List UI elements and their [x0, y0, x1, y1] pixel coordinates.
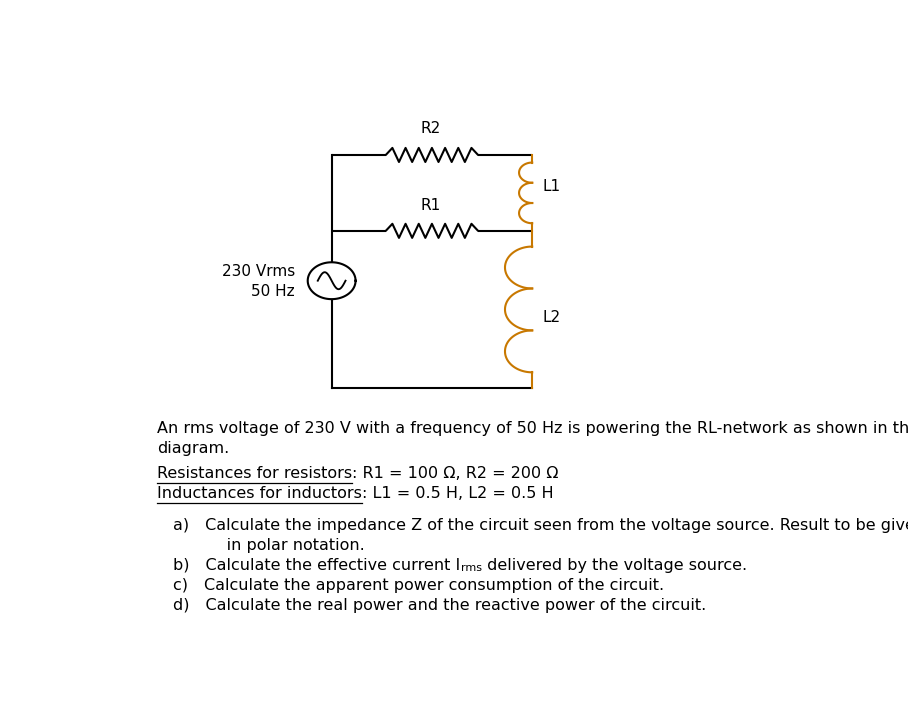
Text: 50 Hz: 50 Hz	[252, 284, 295, 299]
Text: R2: R2	[420, 121, 440, 136]
Text: delivered by the voltage source.: delivered by the voltage source.	[481, 558, 746, 573]
Text: rms: rms	[460, 562, 481, 572]
Text: a) Calculate the impedance Z of the circuit seen from the voltage source. Result: a) Calculate the impedance Z of the circ…	[173, 518, 908, 533]
Text: R1: R1	[420, 199, 440, 213]
Text: c) Calculate the apparent power consumption of the circuit.: c) Calculate the apparent power consumpt…	[173, 578, 665, 593]
Text: An rms voltage of 230 V with a frequency of 50 Hz is powering the RL-network as : An rms voltage of 230 V with a frequency…	[157, 420, 908, 436]
Text: in polar notation.: in polar notation.	[202, 538, 365, 553]
Text: : L1 = 0.5 H, L2 = 0.5 H: : L1 = 0.5 H, L2 = 0.5 H	[362, 486, 554, 501]
Text: Resistances for resistors: Resistances for resistors	[157, 466, 352, 481]
Text: d) Calculate the real power and the reactive power of the circuit.: d) Calculate the real power and the reac…	[173, 598, 706, 612]
Text: : R1 = 100 Ω, R2 = 200 Ω: : R1 = 100 Ω, R2 = 200 Ω	[352, 466, 558, 481]
Text: b) Calculate the effective current I: b) Calculate the effective current I	[173, 558, 460, 573]
Text: L2: L2	[543, 310, 561, 325]
Text: diagram.: diagram.	[157, 441, 230, 455]
Text: Inductances for inductors: Inductances for inductors	[157, 486, 362, 501]
Text: 230 Vrms: 230 Vrms	[222, 264, 295, 279]
Text: L1: L1	[543, 179, 561, 194]
